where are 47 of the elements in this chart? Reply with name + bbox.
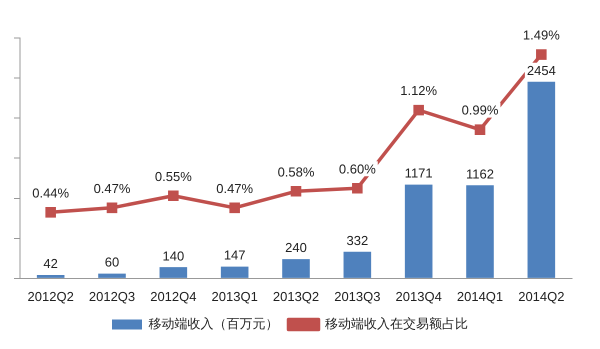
data-label: 0.60% (338, 161, 376, 176)
data-label: 1171 (404, 166, 433, 181)
bar (282, 259, 310, 278)
x-tick-label: 2012Q4 (150, 288, 196, 304)
x-tick-label: 2014Q2 (518, 288, 564, 304)
x-tick-label: 2012Q2 (28, 288, 74, 304)
point (290, 186, 302, 197)
point (536, 49, 547, 60)
bar (98, 274, 126, 278)
point (474, 124, 486, 135)
point (413, 104, 424, 116)
bar (220, 266, 248, 278)
data-label: 0.44% (32, 185, 70, 200)
x-tick-label: 2013Q2 (272, 288, 320, 304)
point (229, 202, 240, 214)
data-label: 147 (224, 248, 246, 263)
x-tick-label: 2013Q1 (212, 288, 258, 304)
point (168, 190, 179, 202)
bar (160, 267, 188, 278)
data-label: 1.49% (522, 28, 560, 43)
bar (404, 184, 432, 278)
bar (466, 185, 494, 278)
data-label: 240 (285, 240, 307, 256)
bar (36, 275, 64, 278)
data-label: 0.99% (462, 102, 499, 118)
x-tick-label: 2013Q3 (334, 288, 380, 304)
point (352, 182, 363, 194)
legend-label: 移动端收入（百万元） (148, 316, 278, 332)
data-label: 1.12% (400, 83, 438, 98)
point (45, 207, 56, 218)
data-label: 2454 (526, 62, 556, 78)
x-tick-label: 2013Q4 (396, 288, 442, 304)
data-label: 140 (162, 248, 184, 264)
data-label: 0.55% (154, 168, 192, 184)
bar (528, 82, 556, 278)
bar (344, 252, 372, 278)
x-tick-label: 2012Q3 (88, 288, 136, 304)
point (106, 202, 118, 214)
data-label: 42 (43, 256, 58, 272)
x-tick-label: 2014Q1 (456, 288, 504, 304)
legend-label: 移动端收入在交易额占比 (325, 316, 468, 332)
data-label: 0.58% (278, 164, 315, 180)
data-label: 332 (346, 232, 368, 248)
data-label: 0.47% (216, 180, 254, 196)
data-label: 60 (104, 254, 120, 270)
data-label: 1162 (466, 166, 494, 182)
data-label: 0.47% (94, 180, 131, 196)
